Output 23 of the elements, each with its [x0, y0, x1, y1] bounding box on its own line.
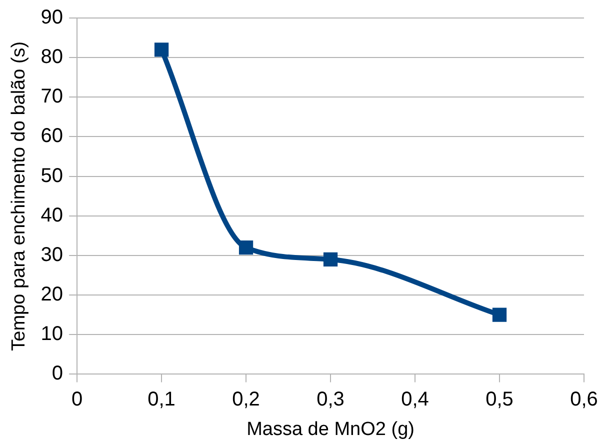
y-tick-label: 0	[52, 362, 64, 385]
x-tick-label: 0,2	[232, 388, 260, 411]
point	[492, 308, 507, 322]
y-tick-label: 50	[40, 164, 64, 187]
point	[238, 240, 254, 255]
point	[323, 252, 338, 266]
point	[154, 42, 169, 57]
y-tick-label: 60	[40, 125, 64, 148]
y-tick-label: 10	[40, 323, 64, 346]
x-tick-label: 0,1	[148, 388, 176, 411]
y-tick-label: 30	[40, 244, 64, 266]
x-tick-label: 0,6	[570, 388, 598, 411]
y-tick-label: 70	[40, 86, 64, 108]
x-tick-label: 0,3	[316, 388, 344, 411]
y-tick-label: 40	[40, 204, 64, 226]
y-axis-title: Tempo para enchimento do balão (s)	[8, 41, 30, 351]
x-tick-label: 0,5	[486, 388, 514, 411]
y-tick-label: 90	[40, 6, 64, 29]
x-axis-title: Massa de MnO2 (g)	[246, 418, 414, 440]
x-tick-label: 0,4	[401, 388, 429, 411]
x-tick-label: 0	[71, 388, 83, 411]
y-tick-label: 20	[40, 284, 64, 306]
y-tick-label: 80	[40, 46, 64, 68]
